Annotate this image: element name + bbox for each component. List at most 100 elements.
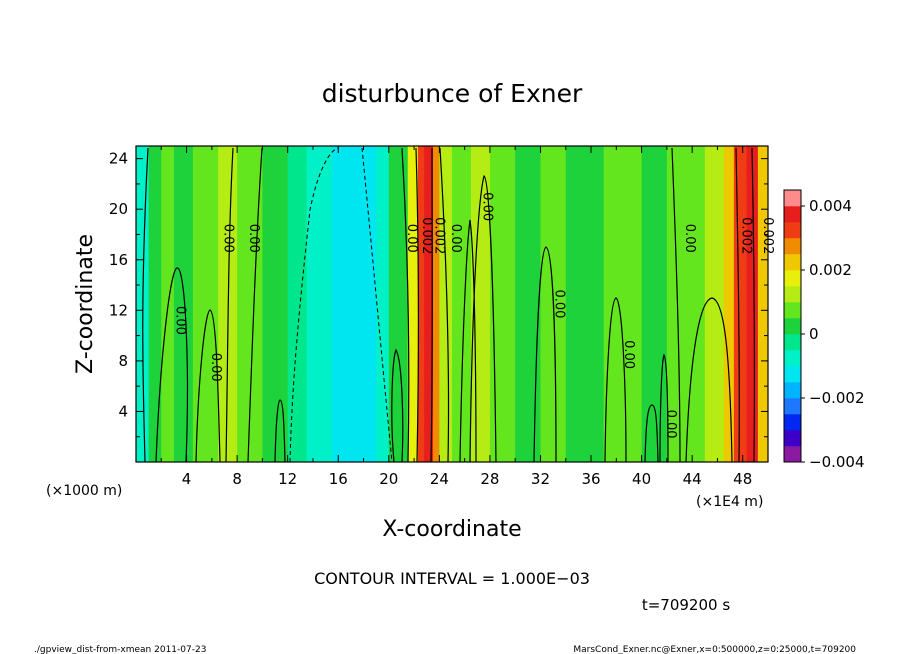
time-stamp: t=709200 s	[642, 596, 730, 614]
field-column	[515, 146, 541, 462]
colorbar-swatch	[784, 190, 801, 207]
contour-line	[430, 147, 433, 463]
contour-line	[671, 147, 681, 463]
field-column	[439, 146, 453, 462]
field-column	[565, 146, 605, 462]
colorbar-swatch	[784, 270, 801, 287]
field-column	[376, 146, 390, 462]
contour-line	[439, 147, 450, 463]
contour-label: 0.00	[663, 410, 678, 439]
contour-line	[685, 297, 733, 463]
colorbar-frame	[783, 189, 802, 463]
colorbar-tick-label: 0.004	[809, 197, 852, 215]
field-column	[489, 146, 516, 462]
field-column	[148, 146, 162, 462]
field-column	[262, 146, 289, 462]
field-column	[173, 146, 194, 462]
colorbar-swatch	[784, 350, 801, 367]
field-column	[306, 146, 333, 462]
y-tick-label: 24	[109, 150, 128, 168]
colorbar-swatch	[784, 238, 801, 255]
contour-line	[155, 267, 188, 463]
y-tick-label: 16	[109, 251, 128, 269]
x-tick-label: 24	[430, 470, 449, 488]
x-tick-label: 8	[232, 470, 242, 488]
contour-line	[469, 175, 497, 463]
x-tick-label: 20	[379, 470, 398, 488]
colorbar-swatch	[784, 222, 801, 239]
contour-interval: CONTOUR INTERVAL = 1.000E−03	[314, 569, 590, 588]
field-column	[424, 146, 434, 462]
colorbar-swatch	[784, 286, 801, 303]
contour-label: 0.002	[739, 217, 754, 254]
colorbar-swatch	[784, 414, 801, 431]
colorbar-swatches	[784, 190, 801, 463]
y-axis-label: Z-coordinate	[73, 234, 98, 374]
contour-line	[533, 246, 557, 463]
contour-line	[401, 147, 410, 463]
contour-line	[142, 147, 149, 463]
contour-label: 0.00	[682, 224, 697, 253]
contour-line	[391, 348, 404, 463]
colorbar-swatch	[784, 446, 801, 463]
colorbar-tick-label: 0.002	[809, 261, 852, 279]
x-unit-label: (×1000 m)	[46, 483, 122, 499]
contour-fill	[136, 146, 769, 462]
footer-right: MarsCond_Exner.nc@Exner,x=0:500000,z=0:2…	[573, 645, 856, 654]
field-column	[192, 146, 219, 462]
contour-line	[247, 147, 263, 463]
x-unit-label-right: (×1E4 m)	[696, 494, 763, 510]
colorbar-swatch	[784, 254, 801, 271]
contour-line	[274, 399, 286, 463]
plot-frame	[135, 145, 769, 463]
colorbar-swatch	[784, 318, 801, 335]
contour-line	[459, 219, 477, 463]
contour-lines	[142, 147, 755, 463]
colorbar-tick-label: −0.002	[809, 389, 865, 407]
chart-title: disturbunce of Exner	[322, 79, 583, 108]
colorbar-ticks: 0.004 0.002 0 −0.002 −0.004	[801, 197, 865, 471]
colorbar-swatch	[784, 206, 801, 223]
colorbar-tick-label: −0.004	[809, 453, 865, 471]
contour-line	[604, 297, 627, 463]
colorbar-swatch	[784, 334, 801, 351]
contour-label: 0.00	[448, 224, 463, 253]
field-column	[746, 146, 759, 462]
y-tick-label: 8	[118, 352, 128, 370]
contour-label: 0.00	[172, 306, 187, 335]
contour-line-negative	[289, 147, 339, 463]
contour-label: 0.00	[246, 224, 261, 253]
colorbar-swatch	[784, 430, 801, 447]
x-tick-label: 28	[480, 470, 499, 488]
contour-label: 0.00	[552, 290, 567, 319]
colorbar-tick-label: 0	[809, 325, 819, 343]
x-tick-label: 40	[632, 470, 651, 488]
colorbar-swatch	[784, 382, 801, 399]
field-column	[452, 146, 472, 462]
contour-line	[751, 147, 755, 463]
x-tick-label: 44	[683, 470, 702, 488]
field-column	[331, 146, 377, 462]
footer-left: ./gpview_dist-from-xmean 2011-07-23	[34, 645, 206, 654]
x-tick-label: 16	[329, 470, 348, 488]
contour-label: 0.002	[432, 217, 447, 254]
contour-label: 0.00	[404, 224, 419, 253]
colorbar-swatch	[784, 398, 801, 415]
x-tick-label: 32	[531, 470, 550, 488]
contour-label: 0.00	[208, 353, 223, 382]
field-column	[704, 146, 725, 462]
x-tick-label: 4	[182, 470, 192, 488]
x-tick-label: 36	[581, 470, 600, 488]
colorbar-swatch	[784, 302, 801, 319]
contour-line	[659, 353, 669, 463]
contour-line	[225, 147, 234, 463]
contour-line-negative	[361, 147, 393, 463]
field-column	[723, 146, 735, 462]
contour-label: 0.00	[220, 224, 235, 253]
field-column	[417, 146, 425, 462]
colorbar-swatch	[784, 366, 801, 383]
field-column	[666, 146, 706, 462]
field-column	[433, 146, 440, 462]
x-axis-label: X-coordinate	[382, 517, 521, 542]
